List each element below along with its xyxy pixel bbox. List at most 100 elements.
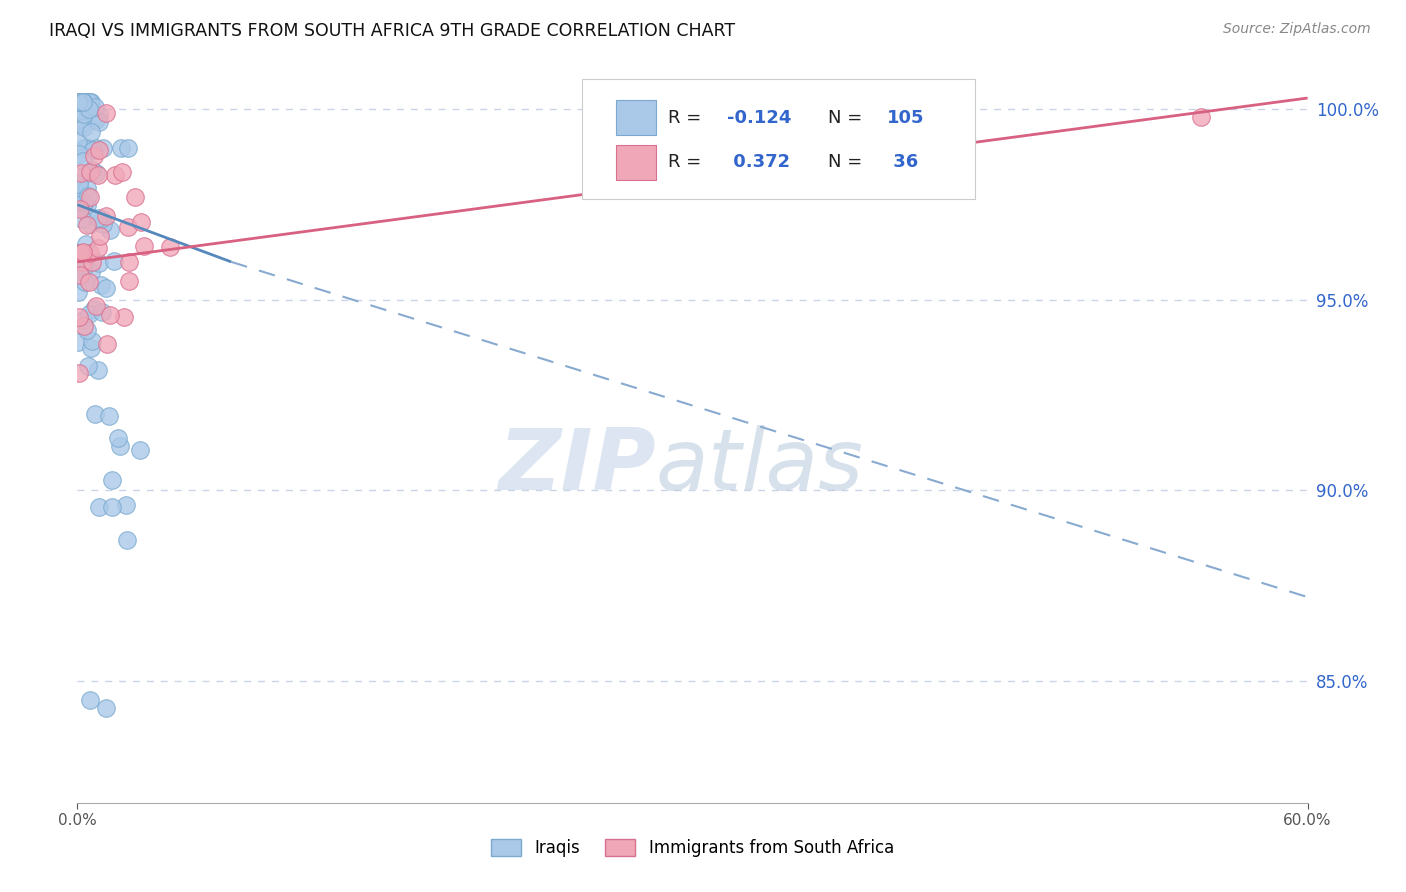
- Point: [67, 95, 90, 109]
- Point: [67, 95, 90, 109]
- Point: [83, 149, 105, 163]
- FancyBboxPatch shape: [616, 100, 655, 136]
- Point: [77, 102, 100, 116]
- Point: [84, 408, 107, 422]
- Point: [73, 195, 96, 210]
- Point: [117, 140, 139, 154]
- Point: [76, 189, 98, 203]
- Text: 105: 105: [887, 109, 924, 127]
- Point: [66, 95, 89, 109]
- Text: -0.124: -0.124: [727, 109, 792, 127]
- Point: [112, 310, 135, 324]
- Point: [72, 95, 94, 109]
- Point: [70, 271, 93, 285]
- Point: [91, 217, 114, 231]
- Point: [128, 442, 150, 457]
- Point: [67, 310, 90, 325]
- Point: [69, 95, 91, 109]
- Point: [69, 108, 91, 122]
- Point: [94, 106, 117, 120]
- Point: [69, 95, 91, 109]
- Point: [77, 359, 100, 373]
- Point: [76, 95, 98, 109]
- Point: [90, 305, 112, 319]
- Point: [77, 275, 100, 289]
- Point: [111, 164, 134, 178]
- Point: [80, 265, 103, 279]
- Point: [69, 200, 91, 214]
- Point: [83, 302, 105, 317]
- Point: [159, 240, 181, 254]
- Point: [79, 190, 101, 204]
- Point: [75, 167, 97, 181]
- Point: [67, 112, 90, 127]
- Point: [90, 278, 112, 293]
- Point: [134, 239, 156, 253]
- Point: [89, 500, 111, 514]
- Point: [73, 107, 96, 121]
- Point: [103, 253, 125, 268]
- Legend: Iraqis, Immigrants from South Africa: Iraqis, Immigrants from South Africa: [485, 832, 900, 864]
- Point: [87, 168, 110, 182]
- Point: [117, 533, 139, 548]
- Point: [79, 693, 101, 707]
- Point: [100, 500, 122, 515]
- Point: [69, 269, 91, 284]
- Point: [73, 197, 96, 211]
- Point: [69, 95, 91, 109]
- Point: [67, 367, 90, 381]
- Point: [72, 313, 94, 327]
- Point: [96, 209, 118, 223]
- Point: [69, 186, 91, 200]
- Point: [72, 95, 94, 109]
- Point: [1189, 110, 1212, 124]
- Point: [66, 95, 89, 109]
- Point: [76, 95, 98, 109]
- Point: [129, 215, 152, 229]
- Point: [72, 95, 94, 109]
- Point: [69, 268, 91, 282]
- Point: [87, 115, 110, 129]
- Point: [69, 166, 91, 180]
- Point: [98, 308, 121, 322]
- Point: [76, 180, 98, 194]
- Point: [96, 336, 118, 351]
- Point: [80, 125, 103, 139]
- Point: [70, 212, 93, 227]
- Point: [86, 241, 108, 255]
- Point: [67, 245, 90, 260]
- Point: [87, 143, 110, 157]
- Point: [87, 108, 110, 122]
- Point: [80, 341, 103, 355]
- Point: [84, 299, 107, 313]
- Point: [79, 95, 101, 109]
- Point: [76, 323, 98, 337]
- Point: [79, 95, 101, 109]
- Point: [90, 212, 112, 227]
- Point: [72, 117, 94, 131]
- Point: [87, 363, 110, 377]
- Point: [94, 281, 117, 295]
- Point: [67, 95, 90, 109]
- Point: [73, 120, 96, 134]
- Point: [97, 409, 120, 423]
- Point: [84, 166, 107, 180]
- Point: [69, 246, 91, 260]
- Point: [84, 112, 107, 126]
- Point: [67, 177, 90, 191]
- Point: [66, 335, 89, 350]
- Point: [87, 211, 110, 226]
- Text: ZIP: ZIP: [498, 425, 655, 508]
- Point: [72, 116, 94, 130]
- Point: [69, 202, 91, 217]
- Point: [79, 245, 101, 260]
- Point: [72, 95, 94, 109]
- Point: [98, 223, 121, 237]
- Point: [101, 473, 124, 487]
- Text: Source: ZipAtlas.com: Source: ZipAtlas.com: [1223, 22, 1371, 37]
- Point: [69, 95, 91, 109]
- FancyBboxPatch shape: [582, 78, 976, 200]
- Point: [80, 334, 103, 349]
- Point: [80, 255, 103, 269]
- Text: N =: N =: [828, 109, 868, 127]
